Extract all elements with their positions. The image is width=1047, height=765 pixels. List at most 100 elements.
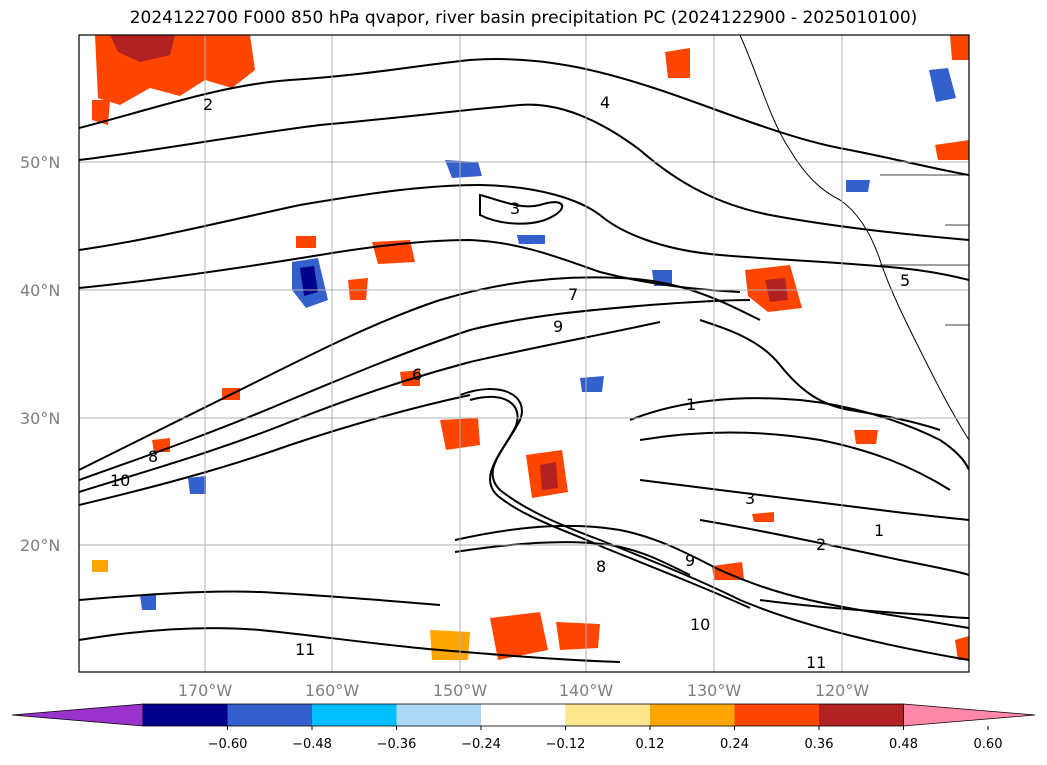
state-border [880, 174, 969, 326]
contour-line [79, 394, 471, 506]
contour-label: 9 [553, 317, 563, 336]
map-area [79, 35, 969, 672]
contour-line [639, 431, 951, 491]
colorbar-segment [565, 704, 650, 726]
contour-label: 9 [685, 551, 695, 570]
contour-line [79, 58, 969, 176]
lon-label-160w: 160°W [305, 681, 360, 700]
precip-blob [752, 512, 774, 522]
precip-blob [712, 562, 744, 580]
lon-label-170w: 170°W [178, 681, 233, 700]
colorbar-frame [142, 703, 904, 727]
colorbar: −0.60 −0.48 −0.36 −0.24 −0.12 0.12 0.24 0.36 0.4… [11, 703, 1036, 752]
contour-label: 10 [690, 615, 710, 634]
contour-label: 11 [295, 640, 315, 659]
lat-label-50n: 50°N [20, 153, 60, 172]
precip-blob [580, 376, 604, 392]
colorbar-tick-label: −0.36 [377, 737, 417, 752]
graticule [79, 35, 969, 672]
contour-label: 7 [568, 285, 578, 304]
precip-blob [556, 622, 600, 650]
precip-blob [950, 35, 969, 60]
colorbar-tick-label: 0.12 [636, 737, 665, 752]
precip-blob [854, 430, 878, 444]
colorbar-tick-label: 0.36 [805, 737, 834, 752]
precip-blob [300, 266, 318, 296]
map-frame [78, 34, 970, 673]
contour-line [459, 388, 969, 661]
precip-blob [400, 370, 420, 386]
precip-blob [92, 100, 110, 125]
colorbar-segment [312, 704, 397, 726]
colorbar-tick-label: −0.24 [461, 737, 501, 752]
precip-blob [445, 160, 482, 178]
precip-anomaly-shading [92, 35, 969, 660]
lat-label-40n: 40°N [20, 281, 60, 300]
precip-blob [348, 278, 368, 300]
colorbar-segment [481, 704, 566, 726]
contour-label: 3 [510, 199, 520, 218]
precip-blob [296, 236, 316, 248]
colorbar-segment [734, 704, 819, 726]
contour-line [79, 627, 621, 663]
contour-line [469, 395, 751, 609]
colorbar-tick-label: −0.60 [208, 737, 248, 752]
contour-line [454, 541, 691, 576]
contour-line [79, 103, 969, 241]
contour-label: 1 [686, 395, 696, 414]
precip-blob [188, 476, 206, 494]
lon-label-130w: 130°W [687, 681, 742, 700]
contour-labels: 2 3 4 5 6 7 8 9 10 11 1 2 3 1 9 8 10 11 [110, 93, 910, 672]
contour-label: 6 [412, 365, 422, 384]
precip-blob [665, 48, 690, 78]
contour-line [454, 524, 969, 629]
contour-line [639, 479, 969, 521]
colorbar-extend-low [11, 703, 144, 727]
precip-blob [540, 462, 558, 490]
colorbar-segment [650, 704, 735, 726]
colorbar-tick-label: 0.24 [720, 737, 749, 752]
colorbar-extend-high [903, 703, 1036, 727]
contour-label: 2 [816, 535, 826, 554]
contour-line [79, 590, 441, 606]
map-title: 2024122700 F000 850 hPa qvapor, river ba… [129, 8, 918, 28]
colorbar-segment [819, 704, 904, 726]
contour-label: 2 [203, 95, 213, 114]
precip-blob [935, 140, 969, 160]
contour-label: 10 [110, 471, 130, 490]
lat-label-20n: 20°N [20, 536, 60, 555]
contour-line [79, 276, 761, 471]
contour-line [759, 599, 969, 619]
contour-label: 4 [600, 93, 610, 112]
contour-label: 3 [745, 489, 755, 508]
precip-blob [92, 560, 108, 572]
contour-label: 11 [806, 653, 826, 672]
contour-label: 1 [874, 521, 884, 540]
precip-blob [517, 235, 545, 244]
colorbar-tick-label: −0.12 [546, 737, 586, 752]
colorbar-segment [143, 704, 228, 726]
contour-line [79, 321, 661, 493]
contour-line [79, 183, 969, 281]
contour-label: 8 [148, 447, 158, 466]
precip-blob [140, 593, 156, 610]
precip-blob [430, 630, 470, 660]
latitude-labels: 50°N 40°N 30°N 20°N [20, 153, 60, 555]
precip-blob [929, 68, 956, 102]
longitude-labels: 170°W 160°W 150°W 140°W 130°W 120°W [178, 681, 870, 700]
lon-label-120w: 120°W [815, 681, 870, 700]
precip-blob [846, 180, 870, 192]
lat-label-30n: 30°N [20, 409, 60, 428]
contour-line [699, 519, 969, 576]
colorbar-tick-label: 0.48 [889, 737, 918, 752]
contour-line [629, 397, 969, 471]
precip-blob [110, 35, 175, 62]
contour-label: 8 [596, 557, 606, 576]
lon-label-150w: 150°W [433, 681, 488, 700]
colorbar-segment [227, 704, 312, 726]
precip-blob [955, 636, 969, 660]
coastline [739, 35, 969, 441]
colorbar-tick-label: 0.60 [974, 737, 1003, 752]
colorbar-segment [396, 704, 481, 726]
